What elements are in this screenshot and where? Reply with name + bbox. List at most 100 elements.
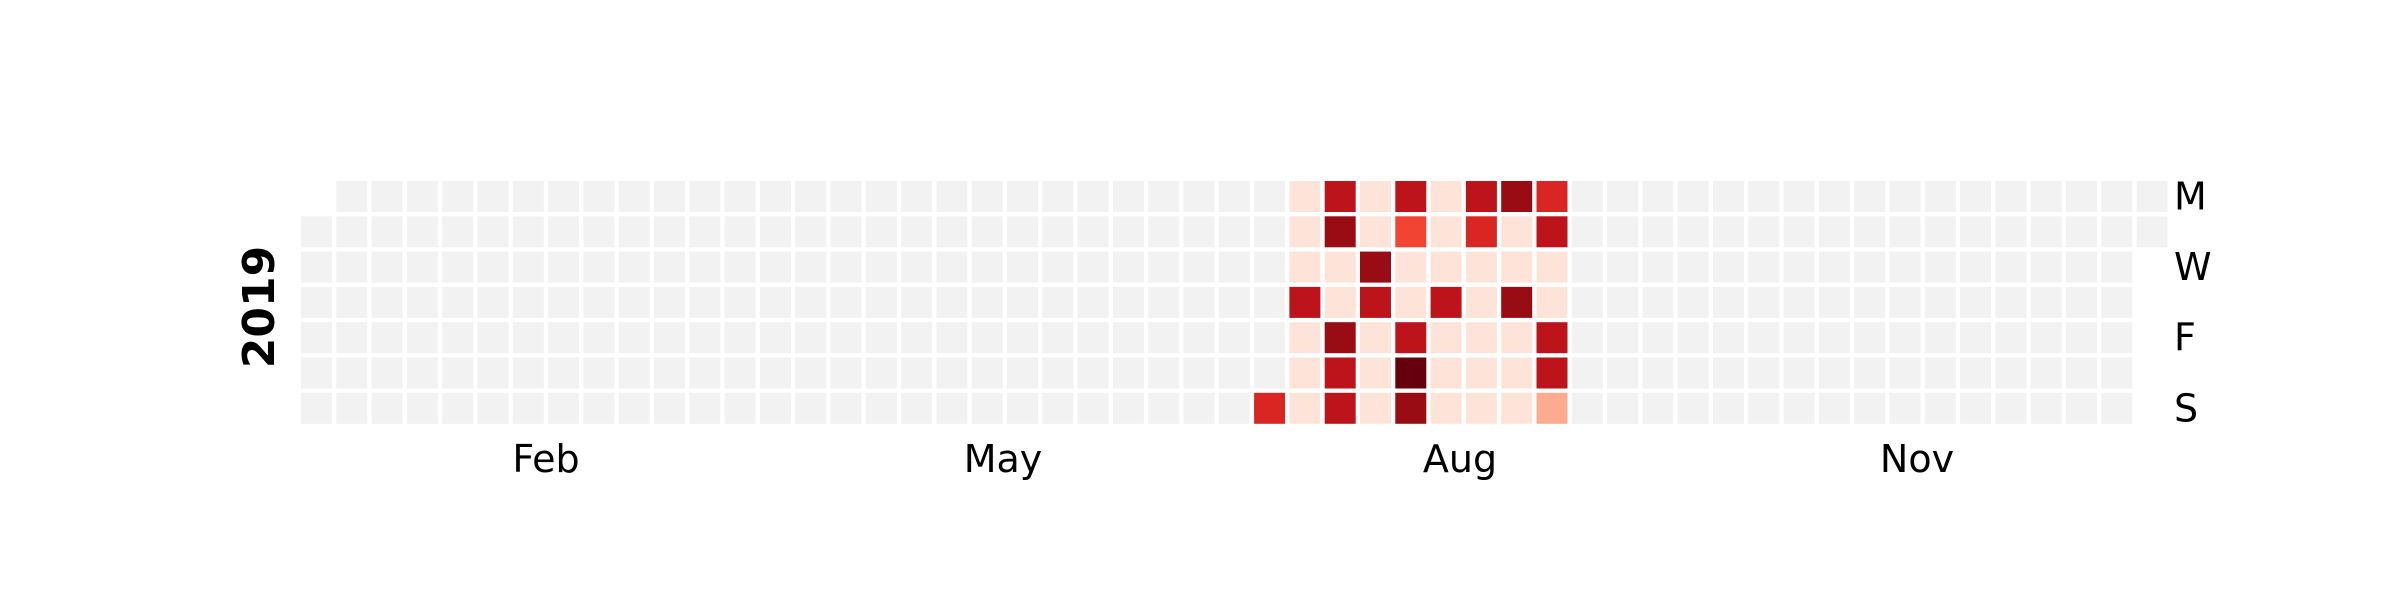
heatmap-cell-active — [1536, 216, 1568, 248]
heatmap-cell-empty — [1183, 392, 1215, 424]
heatmap-cell-active — [1465, 322, 1497, 354]
heatmap-cell-empty — [548, 392, 580, 424]
heatmap-cell-empty — [1924, 181, 1956, 212]
heatmap-cell-empty — [1148, 322, 1180, 354]
heatmap-cell-empty — [865, 216, 897, 248]
heatmap-cell-empty — [371, 251, 403, 283]
heatmap-cell-empty — [406, 392, 438, 424]
heatmap-cell-active — [1360, 357, 1391, 389]
heatmap-cell-empty — [1148, 251, 1180, 283]
heatmap-cell-empty — [1007, 392, 1038, 424]
heatmap-cell-active — [1289, 216, 1321, 248]
heatmap-cell-empty — [2066, 216, 2097, 248]
heatmap-cell-empty — [1748, 322, 1780, 354]
heatmap-cell-empty — [971, 322, 1003, 354]
heatmap-cell-empty — [865, 357, 897, 389]
heatmap-cell-empty — [1112, 357, 1144, 389]
heatmap-cell-empty — [795, 251, 827, 283]
heatmap-cell-empty — [336, 392, 368, 424]
heatmap-cell-empty — [830, 251, 862, 283]
heatmap-cell-empty — [301, 216, 332, 248]
heatmap-cell-empty — [1854, 181, 1886, 212]
heatmap-cell-active — [1536, 286, 1568, 318]
heatmap-cell-empty — [1995, 357, 2027, 389]
heatmap-cell-empty — [1889, 181, 1921, 212]
heatmap-cell-active — [1465, 181, 1497, 212]
heatmap-cell-empty — [583, 392, 615, 424]
heatmap-cell-empty — [1854, 286, 1886, 318]
heatmap-cell-empty — [618, 286, 650, 318]
heatmap-cell-empty — [901, 251, 933, 283]
heatmap-cell-empty — [548, 286, 580, 318]
heatmap-cell-empty — [2030, 357, 2062, 389]
heatmap-cell-empty — [1112, 216, 1144, 248]
heatmap-cell-active — [1465, 216, 1497, 248]
heatmap-cell-empty — [548, 216, 580, 248]
heatmap-cell-empty — [901, 216, 933, 248]
heatmap-cell-empty — [301, 286, 332, 318]
heatmap-cell-empty — [1642, 322, 1674, 354]
heatmap-cell-active — [1536, 357, 1568, 389]
heatmap-cell-empty — [1783, 357, 1815, 389]
heatmap-cell-empty — [724, 181, 756, 212]
heatmap-cell-empty — [1677, 216, 1709, 248]
heatmap-cell-empty — [1183, 181, 1215, 212]
heatmap-cell-empty — [1783, 286, 1815, 318]
heatmap-cell-empty — [1889, 357, 1921, 389]
heatmap-cell-active — [1501, 181, 1533, 212]
heatmap-cell-active — [1289, 181, 1321, 212]
heatmap-cell-empty — [2101, 251, 2133, 283]
heatmap-cell-empty — [724, 357, 756, 389]
heatmap-cell-empty — [336, 357, 368, 389]
heatmap-cell-empty — [1677, 181, 1709, 212]
heatmap-cell-empty — [1254, 322, 1286, 354]
heatmap-cell-empty — [936, 286, 968, 318]
heatmap-cell-empty — [2030, 286, 2062, 318]
heatmap-cell-empty — [1607, 251, 1639, 283]
heatmap-cell-empty — [406, 286, 438, 318]
heatmap-cell-empty — [865, 392, 897, 424]
heatmap-cell-empty — [689, 357, 721, 389]
heatmap-cell-empty — [1571, 286, 1603, 318]
heatmap-cell-empty — [901, 181, 933, 212]
heatmap-cell-empty — [689, 392, 721, 424]
heatmap-cell-empty — [301, 322, 332, 354]
heatmap-cell-active — [1430, 286, 1462, 318]
heatmap-cell-empty — [1995, 322, 2027, 354]
heatmap-cell-empty — [1007, 251, 1038, 283]
heatmap-cell-empty — [2101, 322, 2133, 354]
heatmap-cell-empty — [1818, 286, 1850, 318]
heatmap-cell-empty — [1112, 322, 1144, 354]
heatmap-cell-empty — [865, 322, 897, 354]
heatmap-cell-empty — [1677, 357, 1709, 389]
heatmap-cell-empty — [830, 392, 862, 424]
heatmap-cell-active — [1501, 392, 1533, 424]
heatmap-cell-empty — [1254, 357, 1286, 389]
heatmap-cell-active — [1430, 216, 1462, 248]
heatmap-cell-empty — [1607, 322, 1639, 354]
year-label: 2019 — [234, 246, 285, 368]
heatmap-cell-empty — [1783, 322, 1815, 354]
heatmap-cell-empty — [1960, 357, 1992, 389]
heatmap-cell-empty — [1960, 392, 1992, 424]
heatmap-cell-empty — [1783, 181, 1815, 212]
heatmap-cell-empty — [336, 216, 368, 248]
heatmap-cell-empty — [1995, 251, 2027, 283]
heatmap-cell-empty — [1077, 392, 1109, 424]
heatmap-cell-empty — [1854, 392, 1886, 424]
heatmap-cell-empty — [583, 286, 615, 318]
heatmap-cell-empty — [2066, 357, 2097, 389]
heatmap-cell-empty — [1218, 181, 1250, 212]
heatmap-cell-empty — [936, 357, 968, 389]
heatmap-cell-empty — [759, 322, 791, 354]
heatmap-cell-empty — [865, 181, 897, 212]
heatmap-cell-empty — [548, 322, 580, 354]
heatmap-cell-empty — [689, 286, 721, 318]
heatmap-cell-empty — [1818, 181, 1850, 212]
heatmap-cell-empty — [1889, 286, 1921, 318]
heatmap-cell-empty — [1571, 216, 1603, 248]
heatmap-cell-active — [1501, 286, 1533, 318]
heatmap-cell-active — [1289, 392, 1321, 424]
heatmap-cell-empty — [1818, 251, 1850, 283]
heatmap-cell-empty — [406, 357, 438, 389]
